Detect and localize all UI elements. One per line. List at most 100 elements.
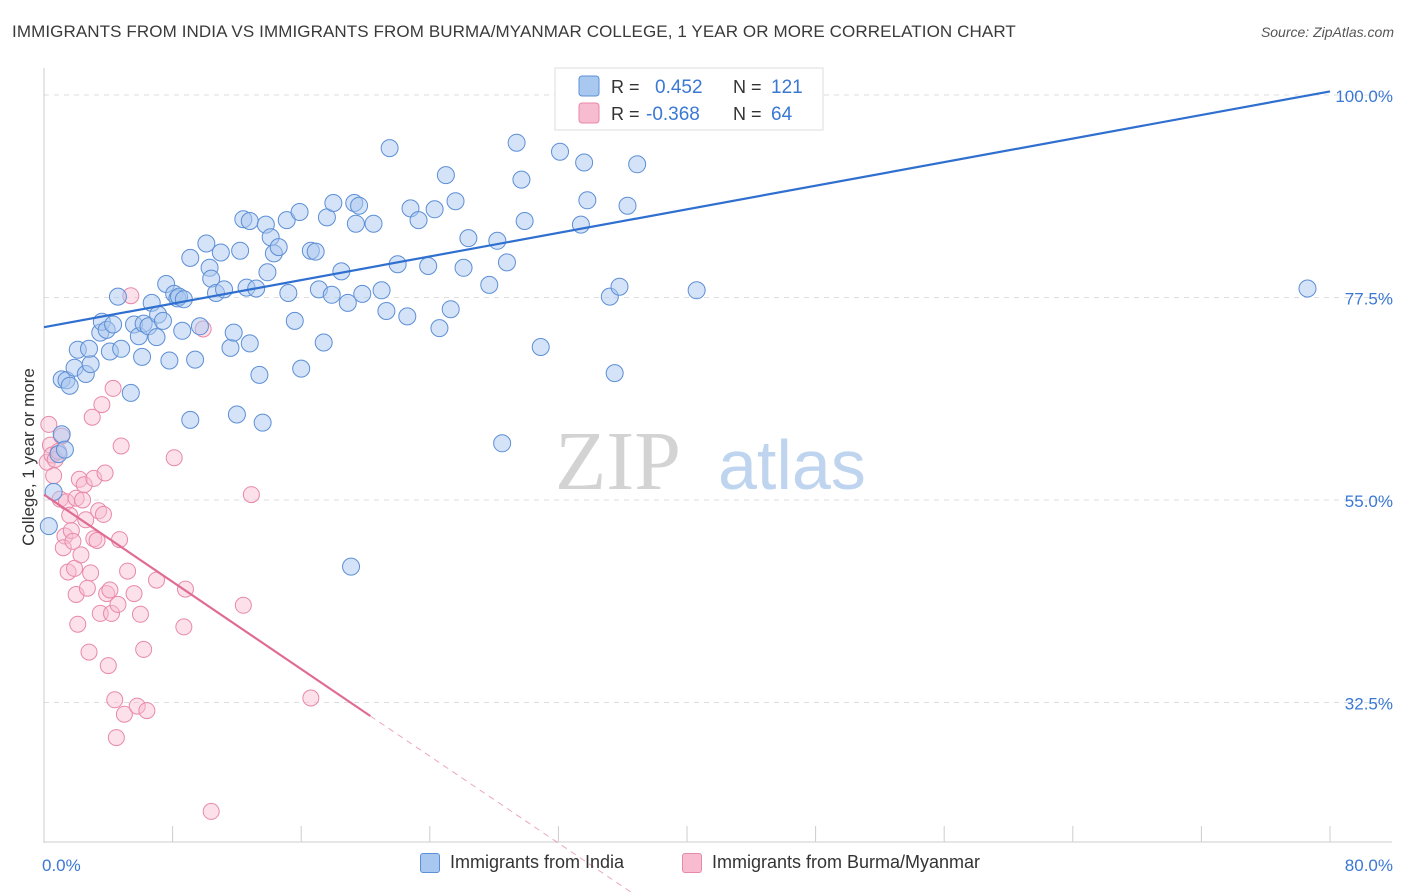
burma-point-26 (80, 643, 98, 661)
india-points (39, 133, 1317, 576)
burma-point-15 (64, 532, 82, 550)
india-point-35 (173, 321, 192, 340)
india-point-7 (60, 376, 79, 395)
x-tick-label-1: 80.0% (1345, 856, 1393, 875)
india-point-89 (409, 211, 428, 230)
india-point-0 (39, 517, 58, 536)
burma-point-24 (77, 511, 95, 529)
chart-title: IMMIGRANTS FROM INDIA VS IMMIGRANTS FROM… (12, 22, 1016, 41)
burma-point-50 (125, 585, 143, 603)
india-point-90 (419, 257, 438, 275)
india-point-113 (618, 196, 637, 215)
burma-point-47 (115, 705, 133, 723)
india-point-18 (108, 287, 127, 306)
india-point-65 (285, 311, 304, 330)
india-point-114 (628, 155, 647, 174)
india-point-109 (578, 191, 597, 210)
india-point-40 (190, 317, 209, 336)
india-point-30 (160, 351, 179, 370)
burma-r-label: R = (611, 104, 640, 124)
burma-point-31 (88, 532, 106, 549)
burma-point-39 (101, 581, 119, 599)
burma-point-38 (99, 657, 117, 675)
burma-point-22 (74, 491, 92, 509)
india-point-11 (81, 355, 100, 374)
india-point-57 (253, 413, 272, 432)
chart-source: Source: ZipAtlas.com (1260, 24, 1394, 40)
india-point-78 (346, 214, 365, 233)
india-point-101 (497, 253, 516, 272)
india-point-20 (121, 383, 140, 402)
burma-point-54 (138, 702, 156, 720)
burma-point-40 (103, 604, 121, 622)
burma-n-label: N = (733, 104, 762, 124)
india-point-64 (279, 284, 298, 302)
legend-label-burma: Immigrants from Burma/Myanmar (712, 852, 981, 872)
india-point-100 (493, 434, 512, 453)
burma-point-43 (107, 729, 125, 747)
india-point-104 (515, 212, 534, 230)
burma-point-52 (131, 605, 149, 623)
india-legend-swatch (578, 75, 600, 97)
burma-point-23 (75, 476, 93, 494)
burma-point-4 (45, 467, 63, 485)
legend-item-india[interactable]: Immigrants from India (420, 852, 624, 873)
burma-point-62 (242, 486, 260, 504)
burma-point-60 (202, 802, 220, 820)
burma-point-1 (40, 415, 58, 433)
burma-point-13 (61, 506, 79, 524)
india-point-106 (551, 142, 570, 161)
india-point-80 (342, 557, 361, 576)
india-point-48 (224, 323, 243, 342)
burma-point-35 (94, 505, 112, 523)
india-point-36 (174, 290, 193, 309)
india-point-27 (147, 328, 166, 347)
india-point-17 (104, 315, 123, 334)
india-point-3 (52, 425, 71, 444)
india-point-102 (507, 133, 526, 152)
india-point-41 (197, 234, 216, 253)
india-point-74 (324, 194, 343, 212)
burma-point-11 (54, 539, 72, 557)
stats-legend-box (554, 67, 824, 131)
india-point-85 (380, 139, 399, 158)
india-point-69 (306, 242, 325, 261)
y-axis-label: College, 1 year or more (19, 368, 38, 546)
watermark-atlas: atlas (718, 426, 866, 504)
india-point-111 (605, 364, 624, 383)
india-point-73 (322, 285, 341, 304)
india-point-63 (277, 211, 296, 230)
india-point-52 (240, 212, 259, 230)
y-tick-label-1: 77.5% (1345, 290, 1393, 309)
burma-point-61 (234, 596, 252, 614)
burma-legend-swatch (578, 102, 600, 124)
india-point-95 (446, 192, 465, 211)
y-tick-label-0: 100.0% (1335, 87, 1393, 106)
india-point-99 (488, 231, 507, 250)
burma-point-53 (135, 640, 153, 658)
burma-point-42 (106, 691, 124, 709)
india-r-value: 0.452 (655, 77, 703, 98)
india-point-98 (480, 275, 499, 294)
india-point-49 (227, 405, 246, 424)
india-point-82 (364, 214, 383, 233)
legend-swatch-india (420, 852, 440, 873)
india-point-76 (338, 293, 357, 312)
india-trendline (43, 90, 1331, 329)
burma-point-27 (82, 564, 100, 582)
burma-point-25 (78, 579, 96, 597)
legend-item-burma[interactable]: Immigrants from Burma/Myanmar (682, 852, 980, 873)
india-point-105 (531, 338, 550, 356)
india-point-88 (398, 307, 417, 326)
burma-point-29 (85, 469, 103, 487)
watermark-zip: ZIP (555, 415, 681, 508)
india-point-97 (454, 258, 473, 277)
india-point-29 (153, 311, 172, 330)
legend-label-india: Immigrants from India (450, 852, 625, 872)
india-point-59 (258, 263, 277, 282)
india-point-23 (133, 347, 152, 366)
x-tick-label-0: 0.0% (42, 856, 81, 875)
india-point-54 (240, 334, 259, 353)
india-point-93 (436, 166, 455, 185)
burma-point-44 (109, 595, 127, 613)
